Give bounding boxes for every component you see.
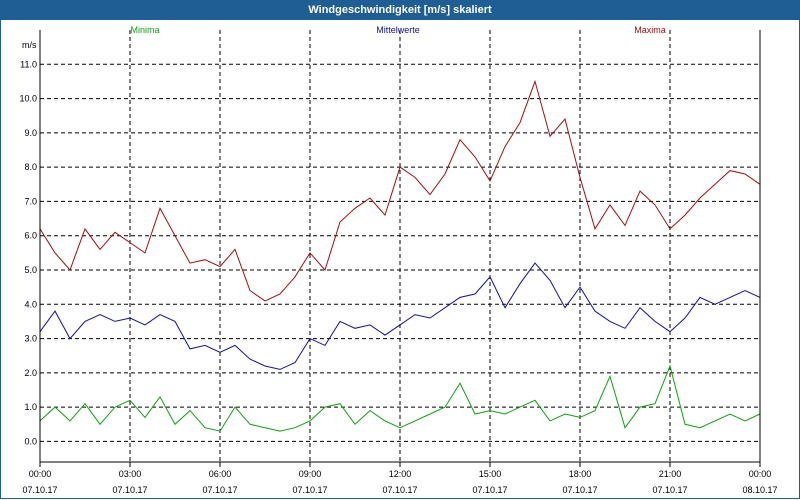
y-axis-unit: m/s xyxy=(22,40,37,50)
series-line-minima xyxy=(39,364,761,432)
legend-item-mittelwerte: Mittelwerte xyxy=(376,25,420,35)
x-tick-date: 07.10.17 xyxy=(562,485,597,495)
x-tick-time: 18:00 xyxy=(569,469,592,479)
x-tick-date: 07.10.17 xyxy=(112,485,147,495)
x-tick-date: 07.10.17 xyxy=(652,485,687,495)
y-tick-label: 9.0 xyxy=(24,128,37,138)
x-tick-date: 08.10.17 xyxy=(742,485,777,495)
grid-lines xyxy=(40,30,760,462)
y-tick-label: 1.0 xyxy=(24,402,37,412)
x-tick-time: 00:00 xyxy=(749,469,772,479)
series-line-mittelwerte xyxy=(39,262,761,370)
legend-item-minima: Minima xyxy=(130,25,159,35)
y-tick-label: 10.0 xyxy=(19,94,37,104)
legend: Minima Mittelwerte Maxima xyxy=(130,25,665,35)
x-tick-time: 00:00 xyxy=(29,469,52,479)
x-tick-time: 21:00 xyxy=(659,469,682,479)
x-tick-time: 12:00 xyxy=(389,469,412,479)
series-lines xyxy=(39,79,761,432)
x-tick-time: 15:00 xyxy=(479,469,502,479)
y-tick-label: 4.0 xyxy=(24,299,37,309)
axes xyxy=(39,30,761,467)
x-tick-time: 06:00 xyxy=(209,469,232,479)
y-tick-label: 5.0 xyxy=(24,265,37,275)
y-tick-label: 2.0 xyxy=(24,368,37,378)
chart-title: Windgeschwindigkeit [m/s] skaliert xyxy=(0,0,800,20)
x-tick-time: 03:00 xyxy=(119,469,142,479)
y-tick-label: 11.0 xyxy=(20,59,37,69)
y-tick-label: 6.0 xyxy=(24,231,37,241)
y-tick-label: 8.0 xyxy=(24,162,37,172)
x-tick-time: 09:00 xyxy=(299,469,322,479)
y-tick-label: 7.0 xyxy=(24,196,37,206)
x-tick-date: 07.10.17 xyxy=(202,485,237,495)
x-tick-date: 07.10.17 xyxy=(472,485,507,495)
x-tick-date: 07.10.17 xyxy=(22,485,57,495)
legend-item-maxima: Maxima xyxy=(634,25,666,35)
series-line-maxima xyxy=(39,79,761,302)
axis-labels: 0.0 1.0 2.0 3.0 4.0 5.0 6.0 7.0 8.0 9.0 10.0 11.0 m/… xyxy=(19,40,777,495)
y-tick-label: 3.0 xyxy=(24,334,37,344)
x-tick-date: 07.10.17 xyxy=(382,485,417,495)
x-tick-date: 07.10.17 xyxy=(292,485,327,495)
y-tick-label: 0.0 xyxy=(24,436,37,446)
